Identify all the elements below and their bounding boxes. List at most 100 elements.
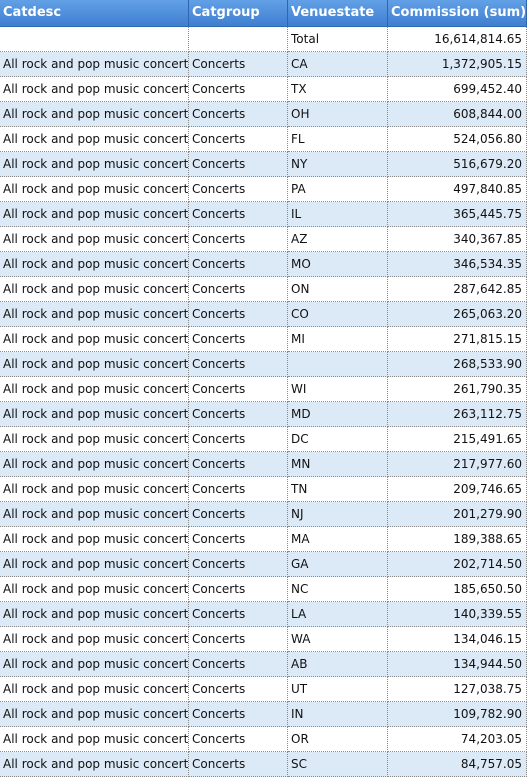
table-row[interactable]: All rock and pop music concerts Concerts N… bbox=[0, 502, 527, 527]
catgroup-cell: Concerts bbox=[189, 202, 288, 227]
table-row[interactable]: All rock and pop music concerts Concerts U… bbox=[0, 677, 527, 702]
catgroup-cell: Concerts bbox=[189, 577, 288, 602]
table-row[interactable]: All rock and pop music concerts Concerts T… bbox=[0, 477, 527, 502]
catdesc-cell: All rock and pop music concerts bbox=[0, 177, 189, 202]
catgroup-cell: Concerts bbox=[189, 227, 288, 252]
table-row[interactable]: All rock and pop music concerts Concerts M… bbox=[0, 252, 527, 277]
commission-cell: 268,533.90 bbox=[388, 352, 527, 377]
catgroup-cell: Concerts bbox=[189, 352, 288, 377]
venuestate-cell: MA bbox=[288, 527, 388, 552]
table-row[interactable]: All rock and pop music concerts Concerts M… bbox=[0, 527, 527, 552]
column-header-venuestate[interactable]: Venuestate bbox=[288, 0, 388, 27]
commission-cell: 134,046.15 bbox=[388, 627, 527, 652]
commission-cell: 74,203.05 bbox=[388, 727, 527, 752]
catdesc-cell: All rock and pop music concerts bbox=[0, 727, 189, 752]
table-row[interactable]: All rock and pop music concerts Concerts N… bbox=[0, 152, 527, 177]
table-row[interactable]: All rock and pop music concerts Concerts I… bbox=[0, 702, 527, 727]
table-row[interactable]: All rock and pop music concerts Concerts 2… bbox=[0, 352, 527, 377]
table-row[interactable]: All rock and pop music concerts Concerts F… bbox=[0, 127, 527, 152]
commission-cell: 346,534.35 bbox=[388, 252, 527, 277]
table-row[interactable]: All rock and pop music concerts Concerts A… bbox=[0, 227, 527, 252]
table-row[interactable]: All rock and pop music concerts Concerts M… bbox=[0, 327, 527, 352]
table-row[interactable]: All rock and pop music concerts Concerts P… bbox=[0, 177, 527, 202]
table-row[interactable]: All rock and pop music concerts Concerts T… bbox=[0, 77, 527, 102]
catgroup-cell: Concerts bbox=[189, 527, 288, 552]
venuestate-cell: NY bbox=[288, 152, 388, 177]
table-row[interactable]: All rock and pop music concerts Concerts D… bbox=[0, 427, 527, 452]
commission-cell: 340,367.85 bbox=[388, 227, 527, 252]
commission-cell: 202,714.50 bbox=[388, 552, 527, 577]
venuestate-cell: CO bbox=[288, 302, 388, 327]
total-commission-cell: 16,614,814.65 bbox=[388, 27, 527, 52]
commission-cell: 271,815.15 bbox=[388, 327, 527, 352]
column-header-commission[interactable]: Commission (sum) bbox=[388, 0, 527, 27]
commission-cell: 263,112.75 bbox=[388, 402, 527, 427]
venuestate-cell: MI bbox=[288, 327, 388, 352]
table-row[interactable]: All rock and pop music concerts Concerts W… bbox=[0, 627, 527, 652]
venuestate-cell: NC bbox=[288, 577, 388, 602]
venuestate-cell: AZ bbox=[288, 227, 388, 252]
commission-cell: 287,642.85 bbox=[388, 277, 527, 302]
table-row[interactable]: All rock and pop music concerts Concerts M… bbox=[0, 402, 527, 427]
venuestate-cell: WI bbox=[288, 377, 388, 402]
total-row[interactable]: Total 16,614,814.65 bbox=[0, 27, 527, 52]
catdesc-cell: All rock and pop music concerts bbox=[0, 427, 189, 452]
catdesc-cell: All rock and pop music concerts bbox=[0, 752, 189, 777]
table-row[interactable]: All rock and pop music concerts Concerts A… bbox=[0, 652, 527, 677]
venuestate-cell: CA bbox=[288, 52, 388, 77]
catgroup-cell: Concerts bbox=[189, 177, 288, 202]
venuestate-cell: GA bbox=[288, 552, 388, 577]
catdesc-cell: All rock and pop music concerts bbox=[0, 77, 189, 102]
catdesc-cell: All rock and pop music concerts bbox=[0, 652, 189, 677]
venuestate-cell: LA bbox=[288, 602, 388, 627]
catdesc-cell: All rock and pop music concerts bbox=[0, 552, 189, 577]
commission-cell: 516,679.20 bbox=[388, 152, 527, 177]
table-row[interactable]: All rock and pop music concerts Concerts O… bbox=[0, 277, 527, 302]
table-row[interactable]: All rock and pop music concerts Concerts C… bbox=[0, 302, 527, 327]
catdesc-cell: All rock and pop music concerts bbox=[0, 477, 189, 502]
catdesc-cell: All rock and pop music concerts bbox=[0, 227, 189, 252]
commission-cell: 189,388.65 bbox=[388, 527, 527, 552]
table-row[interactable]: All rock and pop music concerts Concerts N… bbox=[0, 577, 527, 602]
catgroup-cell: Concerts bbox=[189, 52, 288, 77]
commission-cell: 524,056.80 bbox=[388, 127, 527, 152]
catgroup-cell: Concerts bbox=[189, 152, 288, 177]
catdesc-cell: All rock and pop music concerts bbox=[0, 327, 189, 352]
commission-cell: 608,844.00 bbox=[388, 102, 527, 127]
commission-cell: 109,782.90 bbox=[388, 702, 527, 727]
catgroup-cell: Concerts bbox=[189, 277, 288, 302]
commission-cell: 265,063.20 bbox=[388, 302, 527, 327]
catgroup-cell: Concerts bbox=[189, 727, 288, 752]
catgroup-cell: Concerts bbox=[189, 252, 288, 277]
catdesc-cell: All rock and pop music concerts bbox=[0, 402, 189, 427]
table-row[interactable]: All rock and pop music concerts Concerts L… bbox=[0, 602, 527, 627]
commission-cell: 699,452.40 bbox=[388, 77, 527, 102]
column-header-catdesc[interactable]: Catdesc bbox=[0, 0, 189, 27]
commission-cell: 140,339.55 bbox=[388, 602, 527, 627]
commission-cell: 84,757.05 bbox=[388, 752, 527, 777]
venuestate-cell: AB bbox=[288, 652, 388, 677]
table-row[interactable]: All rock and pop music concerts Concerts S… bbox=[0, 752, 527, 777]
commission-cell: 127,038.75 bbox=[388, 677, 527, 702]
table-row[interactable]: All rock and pop music concerts Concerts O… bbox=[0, 727, 527, 752]
venuestate-cell: TN bbox=[288, 477, 388, 502]
table-row[interactable]: All rock and pop music concerts Concerts W… bbox=[0, 377, 527, 402]
commission-cell: 365,445.75 bbox=[388, 202, 527, 227]
table-body: All rock and pop music concerts Concerts C… bbox=[0, 52, 527, 777]
venuestate-cell: FL bbox=[288, 127, 388, 152]
commission-cell: 209,746.65 bbox=[388, 477, 527, 502]
table-row[interactable]: All rock and pop music concerts Concerts I… bbox=[0, 202, 527, 227]
column-header-catgroup[interactable]: Catgroup bbox=[189, 0, 288, 27]
table-row[interactable]: All rock and pop music concerts Concerts G… bbox=[0, 552, 527, 577]
catdesc-cell: All rock and pop music concerts bbox=[0, 577, 189, 602]
table-row[interactable]: All rock and pop music concerts Concerts C… bbox=[0, 52, 527, 77]
table-row[interactable]: All rock and pop music concerts Concerts O… bbox=[0, 102, 527, 127]
catdesc-cell: All rock and pop music concerts bbox=[0, 102, 189, 127]
venuestate-cell: ON bbox=[288, 277, 388, 302]
catgroup-cell: Concerts bbox=[189, 127, 288, 152]
catgroup-cell: Concerts bbox=[189, 377, 288, 402]
catgroup-cell: Concerts bbox=[189, 102, 288, 127]
commission-cell: 1,372,905.15 bbox=[388, 52, 527, 77]
table-row[interactable]: All rock and pop music concerts Concerts M… bbox=[0, 452, 527, 477]
venuestate-cell: OR bbox=[288, 727, 388, 752]
